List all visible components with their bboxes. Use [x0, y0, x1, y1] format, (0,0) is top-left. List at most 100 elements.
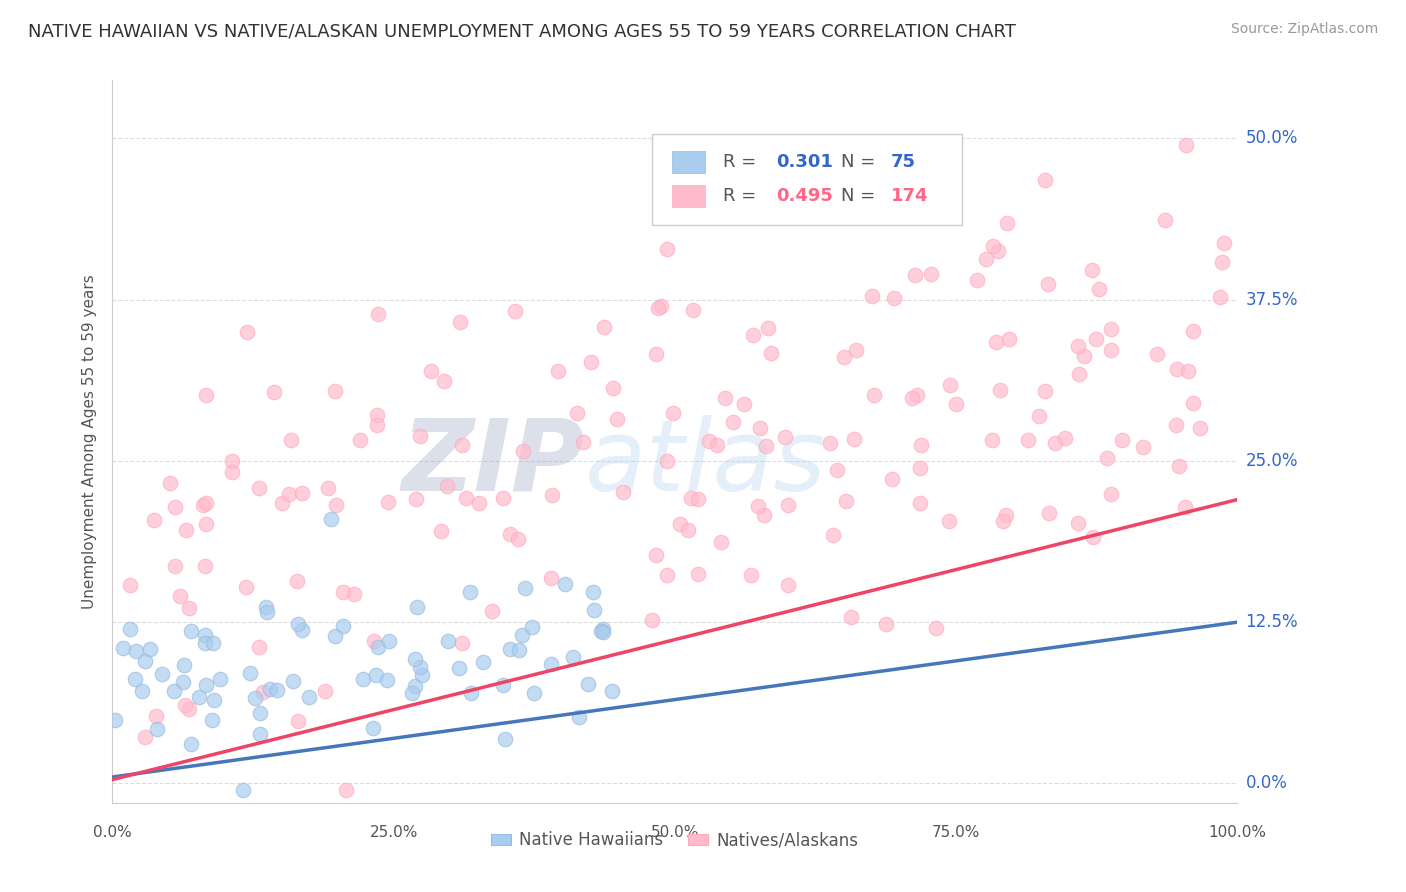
Point: [1174, 137, 1197, 152]
Point: [366, 409, 388, 423]
Point: [752, 508, 775, 522]
Point: [492, 491, 515, 505]
Point: [1099, 486, 1122, 500]
Point: [436, 479, 458, 493]
Point: [776, 578, 799, 592]
Bar: [672, 185, 706, 207]
Point: [901, 391, 924, 405]
Point: [139, 641, 162, 656]
Point: [118, 622, 141, 636]
Point: [409, 429, 432, 443]
Point: [1146, 347, 1168, 361]
Point: [375, 673, 398, 687]
Point: [579, 355, 602, 369]
Point: [378, 634, 401, 648]
Point: [818, 436, 841, 450]
Point: [202, 636, 225, 650]
Text: R =: R =: [723, 153, 768, 171]
Point: [361, 721, 384, 735]
Point: [419, 363, 441, 377]
Point: [647, 301, 669, 315]
Point: [494, 731, 516, 746]
Point: [131, 683, 153, 698]
Point: [755, 439, 778, 453]
Text: 50.0%: 50.0%: [651, 825, 699, 840]
Text: 75: 75: [891, 153, 915, 171]
Point: [593, 320, 616, 334]
Point: [187, 690, 209, 704]
Point: [201, 713, 224, 727]
Point: [1067, 516, 1090, 530]
Point: [565, 406, 588, 420]
Point: [367, 307, 389, 321]
Point: [176, 523, 198, 537]
Point: [323, 384, 346, 398]
Point: [146, 722, 169, 736]
Point: [602, 381, 624, 395]
Point: [169, 589, 191, 603]
Point: [256, 605, 278, 619]
Point: [655, 568, 678, 582]
Text: 0.0%: 0.0%: [1246, 774, 1288, 792]
Point: [291, 486, 314, 500]
Point: [966, 273, 988, 287]
Point: [125, 644, 148, 658]
Point: [405, 679, 427, 693]
Point: [1166, 418, 1188, 433]
Point: [472, 655, 495, 669]
Y-axis label: Unemployment Among Ages 55 to 59 years: Unemployment Among Ages 55 to 59 years: [82, 274, 97, 609]
Point: [540, 657, 562, 672]
Point: [143, 513, 166, 527]
Point: [655, 242, 678, 256]
Point: [1083, 530, 1105, 544]
Point: [173, 657, 195, 672]
Point: [239, 666, 262, 681]
Point: [721, 415, 744, 429]
Point: [747, 499, 769, 513]
Point: [1028, 409, 1050, 423]
Point: [740, 568, 762, 582]
Point: [697, 434, 720, 448]
Point: [733, 397, 755, 411]
Point: [449, 315, 471, 329]
Point: [988, 383, 1011, 397]
Point: [938, 514, 960, 528]
Point: [321, 512, 343, 526]
Point: [991, 514, 1014, 528]
Point: [1067, 367, 1090, 381]
FancyBboxPatch shape: [652, 135, 962, 225]
Point: [1067, 339, 1090, 353]
Point: [177, 702, 200, 716]
Point: [1073, 349, 1095, 363]
Point: [247, 481, 270, 495]
Point: [249, 706, 271, 720]
Point: [467, 496, 489, 510]
Point: [263, 384, 285, 399]
Point: [278, 486, 301, 500]
Point: [195, 496, 218, 510]
Point: [1154, 212, 1177, 227]
Point: [981, 433, 1004, 447]
Point: [134, 654, 156, 668]
Point: [316, 481, 339, 495]
Point: [287, 616, 309, 631]
Point: [481, 604, 503, 618]
Point: [235, 581, 257, 595]
Point: [287, 714, 309, 728]
Point: [825, 463, 848, 477]
Point: [592, 622, 614, 636]
Point: [499, 642, 522, 657]
Point: [247, 640, 270, 655]
Point: [860, 289, 883, 303]
Point: [984, 334, 1007, 349]
Text: Source: ZipAtlas.com: Source: ZipAtlas.com: [1230, 22, 1378, 37]
Text: R =: R =: [723, 187, 768, 205]
Point: [364, 667, 387, 681]
Bar: [672, 151, 706, 173]
Text: 12.5%: 12.5%: [1246, 613, 1298, 632]
Point: [681, 491, 703, 505]
Point: [832, 350, 855, 364]
Point: [404, 652, 426, 666]
Point: [437, 633, 460, 648]
Point: [776, 499, 799, 513]
